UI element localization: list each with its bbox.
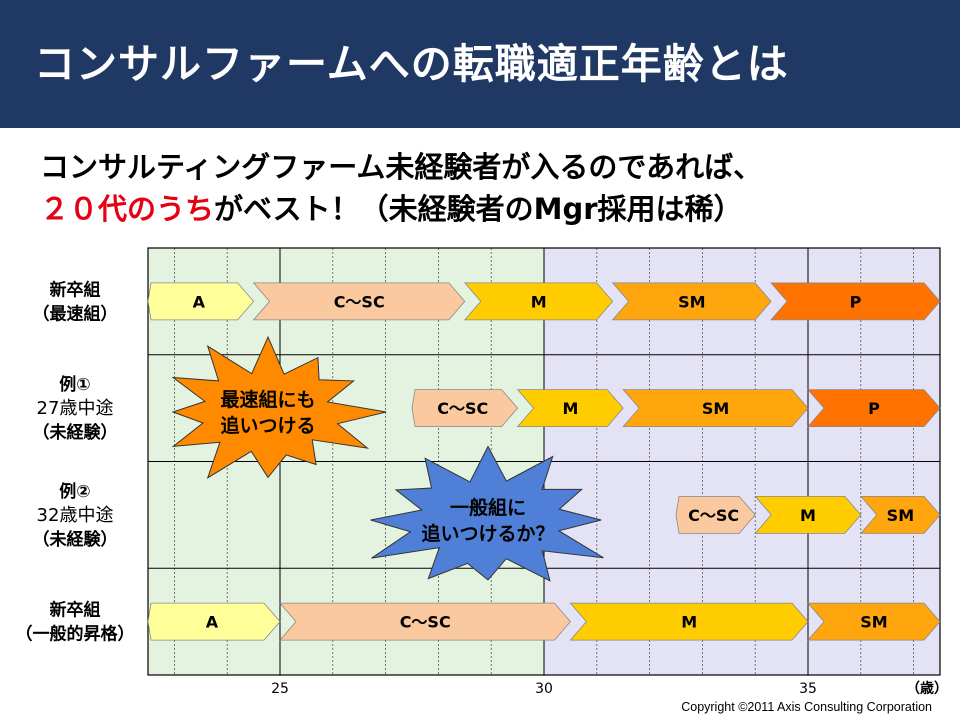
timeline-bar-0-4 bbox=[770, 282, 941, 321]
header-bar: コンサルファームへの転職適正年齢とは bbox=[0, 0, 960, 128]
row-label-2-0: 例② bbox=[59, 481, 90, 502]
row-label-2-2: （未経験） bbox=[33, 529, 118, 550]
bar-label-1-2: SM bbox=[702, 399, 729, 418]
x-axis-unit: （歳） bbox=[906, 680, 948, 697]
bar-label-1-0: C～SC bbox=[437, 399, 488, 418]
timeline-bar-1-2 bbox=[622, 389, 809, 428]
page-title: コンサルファームへの転職適正年齢とは bbox=[34, 40, 789, 88]
row-label-0-0: 新卒組 bbox=[50, 279, 101, 300]
timeline-bar-3-1 bbox=[279, 602, 571, 641]
row-label-0-1: （最速組） bbox=[33, 303, 118, 324]
bar-label-0-1: C～SC bbox=[334, 292, 385, 311]
x-tick-label: 25 bbox=[271, 681, 289, 697]
x-tick-label: 35 bbox=[799, 681, 817, 697]
timeline-bar-3-0 bbox=[147, 602, 281, 641]
timeline-bar-0-3 bbox=[611, 282, 772, 321]
bar-label-2-0: C～SC bbox=[688, 506, 739, 525]
row-label-1-1: 27歳中途 bbox=[37, 398, 114, 419]
timeline-bar-0-1 bbox=[252, 282, 466, 321]
row-label-2-1: 32歳中途 bbox=[37, 505, 114, 526]
bar-label-1-3: P bbox=[868, 399, 880, 418]
timeline-bar-0-0 bbox=[147, 282, 255, 321]
bar-label-0-0: A bbox=[193, 292, 206, 311]
row-label-1-0: 例① bbox=[59, 374, 90, 395]
row-label-3-0: 新卒組 bbox=[50, 600, 101, 621]
chart-frame bbox=[147, 247, 941, 676]
subtitle-highlight: ２０代のうち bbox=[40, 192, 215, 226]
timeline-bar-1-3 bbox=[807, 389, 941, 428]
bar-label-3-2: M bbox=[681, 613, 697, 632]
bar-label-0-2: M bbox=[531, 292, 547, 311]
row-label-3-1: （一般的昇格） bbox=[16, 624, 135, 645]
timeline-bar-2-2 bbox=[859, 495, 941, 534]
callout-catch-up-fastest-text-0: 最速組にも bbox=[220, 388, 315, 411]
bar-label-3-1: C～SC bbox=[400, 613, 451, 632]
callout-catch-up-general bbox=[370, 445, 604, 582]
subtitle-rest: がベスト！（未経験者のMgr採用は稀） bbox=[214, 192, 743, 226]
bar-label-0-4: P bbox=[850, 292, 862, 311]
bar-label-2-1: M bbox=[800, 506, 816, 525]
x-tick-label: 30 bbox=[535, 681, 553, 697]
bar-label-2-2: SM bbox=[887, 506, 914, 525]
timeline-bar-1-0 bbox=[411, 389, 519, 428]
bar-label-3-0: A bbox=[206, 613, 219, 632]
subtitle-line-1: コンサルティングファーム未経験者が入るのであれば、 bbox=[40, 150, 763, 184]
callout-catch-up-general-text-1: 追いつけるか？ bbox=[421, 522, 554, 545]
bar-label-1-1: M bbox=[562, 399, 578, 418]
bar-label-3-3: SM bbox=[860, 613, 887, 632]
timeline-bar-3-2 bbox=[569, 602, 809, 641]
callout-catch-up-fastest bbox=[171, 335, 387, 479]
copyright-text: Copyright ©2011 Axis Consulting Corporat… bbox=[681, 700, 932, 714]
subtitle-line-2: ２０代のうちがベスト！（未経験者のMgr採用は稀） bbox=[40, 186, 743, 228]
bar-label-0-3: SM bbox=[678, 292, 705, 311]
timeline-bar-3-3 bbox=[807, 602, 941, 641]
row-label-1-2: （未経験） bbox=[33, 422, 118, 443]
callout-catch-up-fastest-text-1: 追いつける bbox=[220, 414, 315, 437]
timeline-bar-2-0 bbox=[675, 495, 756, 534]
timeline-bar-0-2 bbox=[463, 282, 614, 321]
timeline-bar-1-1 bbox=[516, 389, 624, 428]
callout-catch-up-general-text-0: 一般組に bbox=[450, 496, 526, 519]
timeline-bar-2-1 bbox=[754, 495, 862, 534]
